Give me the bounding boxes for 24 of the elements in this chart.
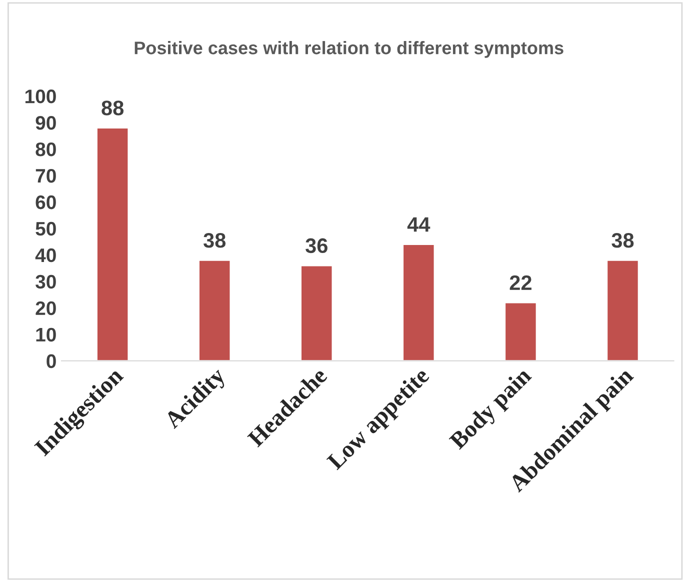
bar xyxy=(402,244,436,361)
data-label: 44 xyxy=(407,217,430,232)
y-tick-label: 100 xyxy=(25,90,56,104)
chart-title: Positive cases with relation to different symptoms xyxy=(134,41,564,58)
y-tick-label: 0 xyxy=(46,354,56,368)
data-label: 88 xyxy=(102,100,124,116)
bar xyxy=(198,260,232,361)
y-tick-label: 50 xyxy=(36,222,56,236)
bar xyxy=(606,260,640,361)
bar xyxy=(300,264,334,361)
bar xyxy=(504,302,538,361)
y-tick-label: 40 xyxy=(35,248,56,262)
y-tick-label: 10 xyxy=(36,328,56,342)
data-label: 38 xyxy=(612,233,634,248)
data-label: 36 xyxy=(306,238,328,254)
y-tick-label: 20 xyxy=(36,301,56,316)
y-tick-label: 70 xyxy=(36,168,56,183)
y-tick-label: 90 xyxy=(36,116,56,130)
y-tick-label: 60 xyxy=(36,195,56,210)
y-tick-label: 30 xyxy=(36,274,56,289)
data-label: 38 xyxy=(204,233,226,248)
y-tick-label: 80 xyxy=(36,142,56,156)
data-label: 22 xyxy=(510,275,532,290)
bar xyxy=(96,127,130,361)
